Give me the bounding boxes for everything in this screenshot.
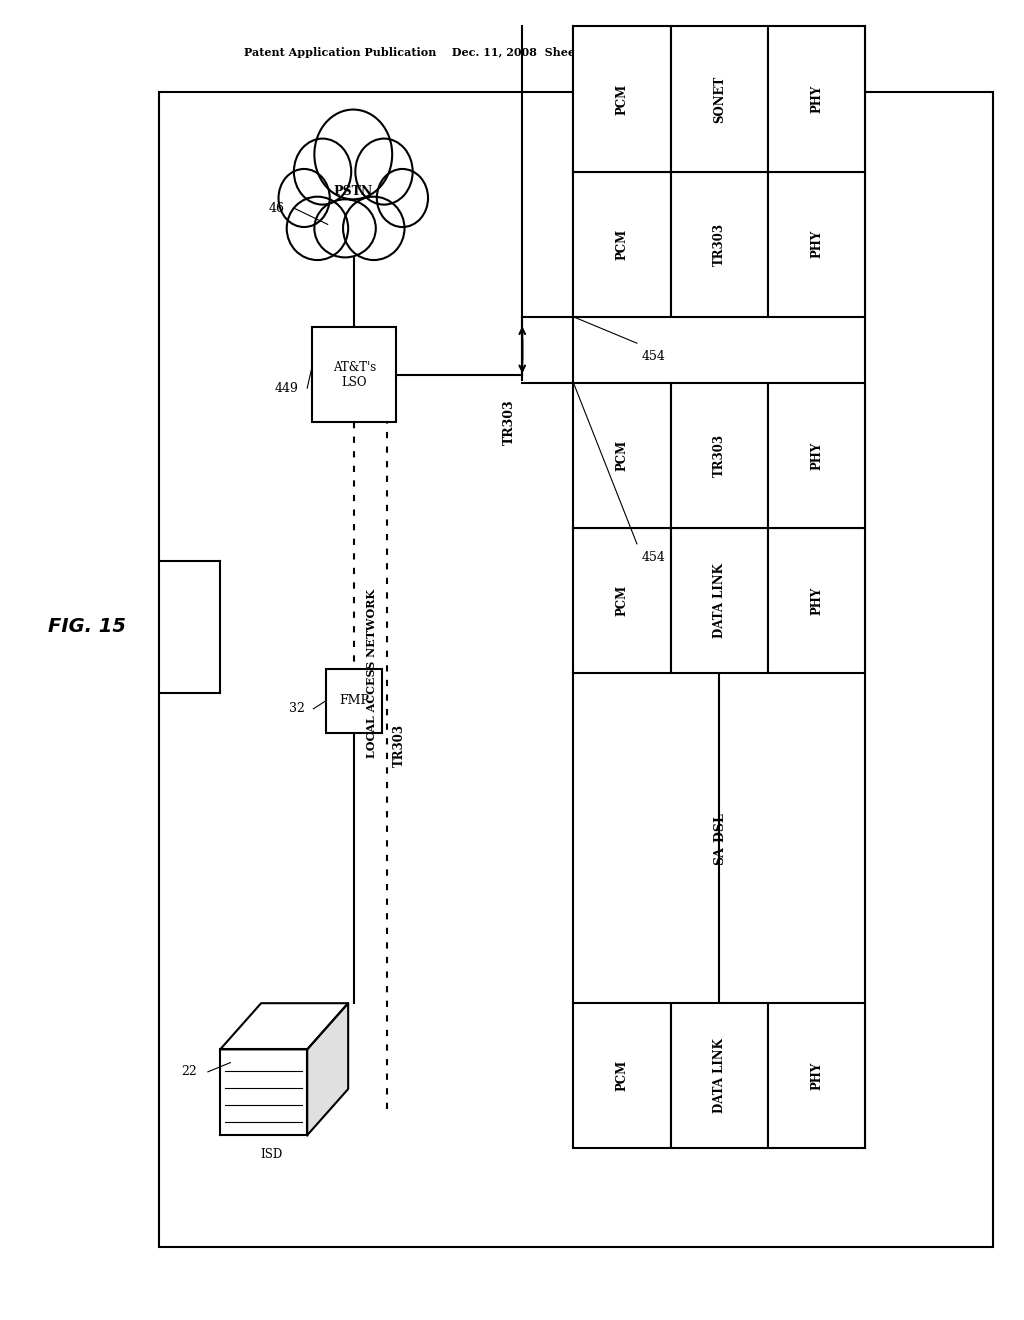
- Bar: [768, 528, 865, 673]
- Bar: [671, 528, 768, 673]
- Text: PCM: PCM: [615, 585, 629, 616]
- Polygon shape: [220, 1049, 307, 1135]
- Text: TR303: TR303: [713, 434, 726, 477]
- Bar: [768, 1003, 865, 1148]
- Text: PHY: PHY: [810, 586, 823, 615]
- Polygon shape: [220, 1003, 348, 1049]
- Text: DATA LINK: DATA LINK: [713, 1039, 726, 1113]
- Text: PCM: PCM: [615, 228, 629, 260]
- Text: PCM: PCM: [615, 1060, 629, 1092]
- Ellipse shape: [355, 139, 413, 205]
- Text: 454: 454: [642, 550, 666, 564]
- Text: PHY: PHY: [810, 441, 823, 470]
- Bar: [671, 383, 768, 528]
- Bar: [573, 26, 671, 172]
- Bar: [768, 26, 865, 172]
- Text: ISD: ISD: [260, 1148, 283, 1162]
- Text: DATA LINK: DATA LINK: [713, 564, 726, 638]
- Text: 454: 454: [642, 350, 666, 363]
- Polygon shape: [307, 1003, 348, 1135]
- Text: FMP: FMP: [339, 694, 369, 708]
- Bar: [312, 327, 396, 422]
- Bar: [671, 26, 768, 172]
- Text: PSTN: PSTN: [334, 185, 373, 198]
- Text: PCM: PCM: [615, 83, 629, 115]
- Ellipse shape: [314, 199, 376, 257]
- Text: 449: 449: [274, 381, 299, 395]
- Text: PCM: PCM: [615, 440, 629, 471]
- Bar: [768, 383, 865, 528]
- Text: PHY: PHY: [810, 230, 823, 259]
- Text: Patent Application Publication    Dec. 11, 2008  Sheet 17 of 21    US 2008/03044: Patent Application Publication Dec. 11, …: [244, 48, 780, 58]
- Text: PHY: PHY: [810, 1061, 823, 1090]
- Bar: [573, 383, 671, 528]
- Ellipse shape: [287, 197, 348, 260]
- Text: TR303: TR303: [503, 400, 515, 445]
- Ellipse shape: [294, 139, 351, 205]
- Text: 32: 32: [289, 702, 305, 715]
- Bar: [573, 172, 671, 317]
- Text: FIG. 15: FIG. 15: [48, 618, 126, 636]
- Text: LOCAL ACCESS NETWORK: LOCAL ACCESS NETWORK: [367, 589, 377, 758]
- Bar: [671, 1003, 768, 1148]
- Bar: [326, 669, 382, 733]
- Text: SONET: SONET: [713, 75, 726, 123]
- Text: 46: 46: [268, 202, 285, 215]
- Text: AT&T's
LSO: AT&T's LSO: [333, 360, 376, 389]
- Ellipse shape: [314, 110, 392, 199]
- Text: SA-DSL: SA-DSL: [713, 812, 726, 865]
- Ellipse shape: [279, 169, 330, 227]
- Text: TR303: TR303: [393, 725, 406, 767]
- Text: TR303: TR303: [713, 223, 726, 265]
- Bar: [768, 172, 865, 317]
- Ellipse shape: [343, 197, 404, 260]
- Ellipse shape: [377, 169, 428, 227]
- Bar: [671, 172, 768, 317]
- Bar: [159, 92, 993, 1247]
- Bar: [573, 1003, 671, 1148]
- Text: 22: 22: [181, 1065, 198, 1078]
- Text: PHY: PHY: [810, 84, 823, 114]
- Bar: [573, 528, 671, 673]
